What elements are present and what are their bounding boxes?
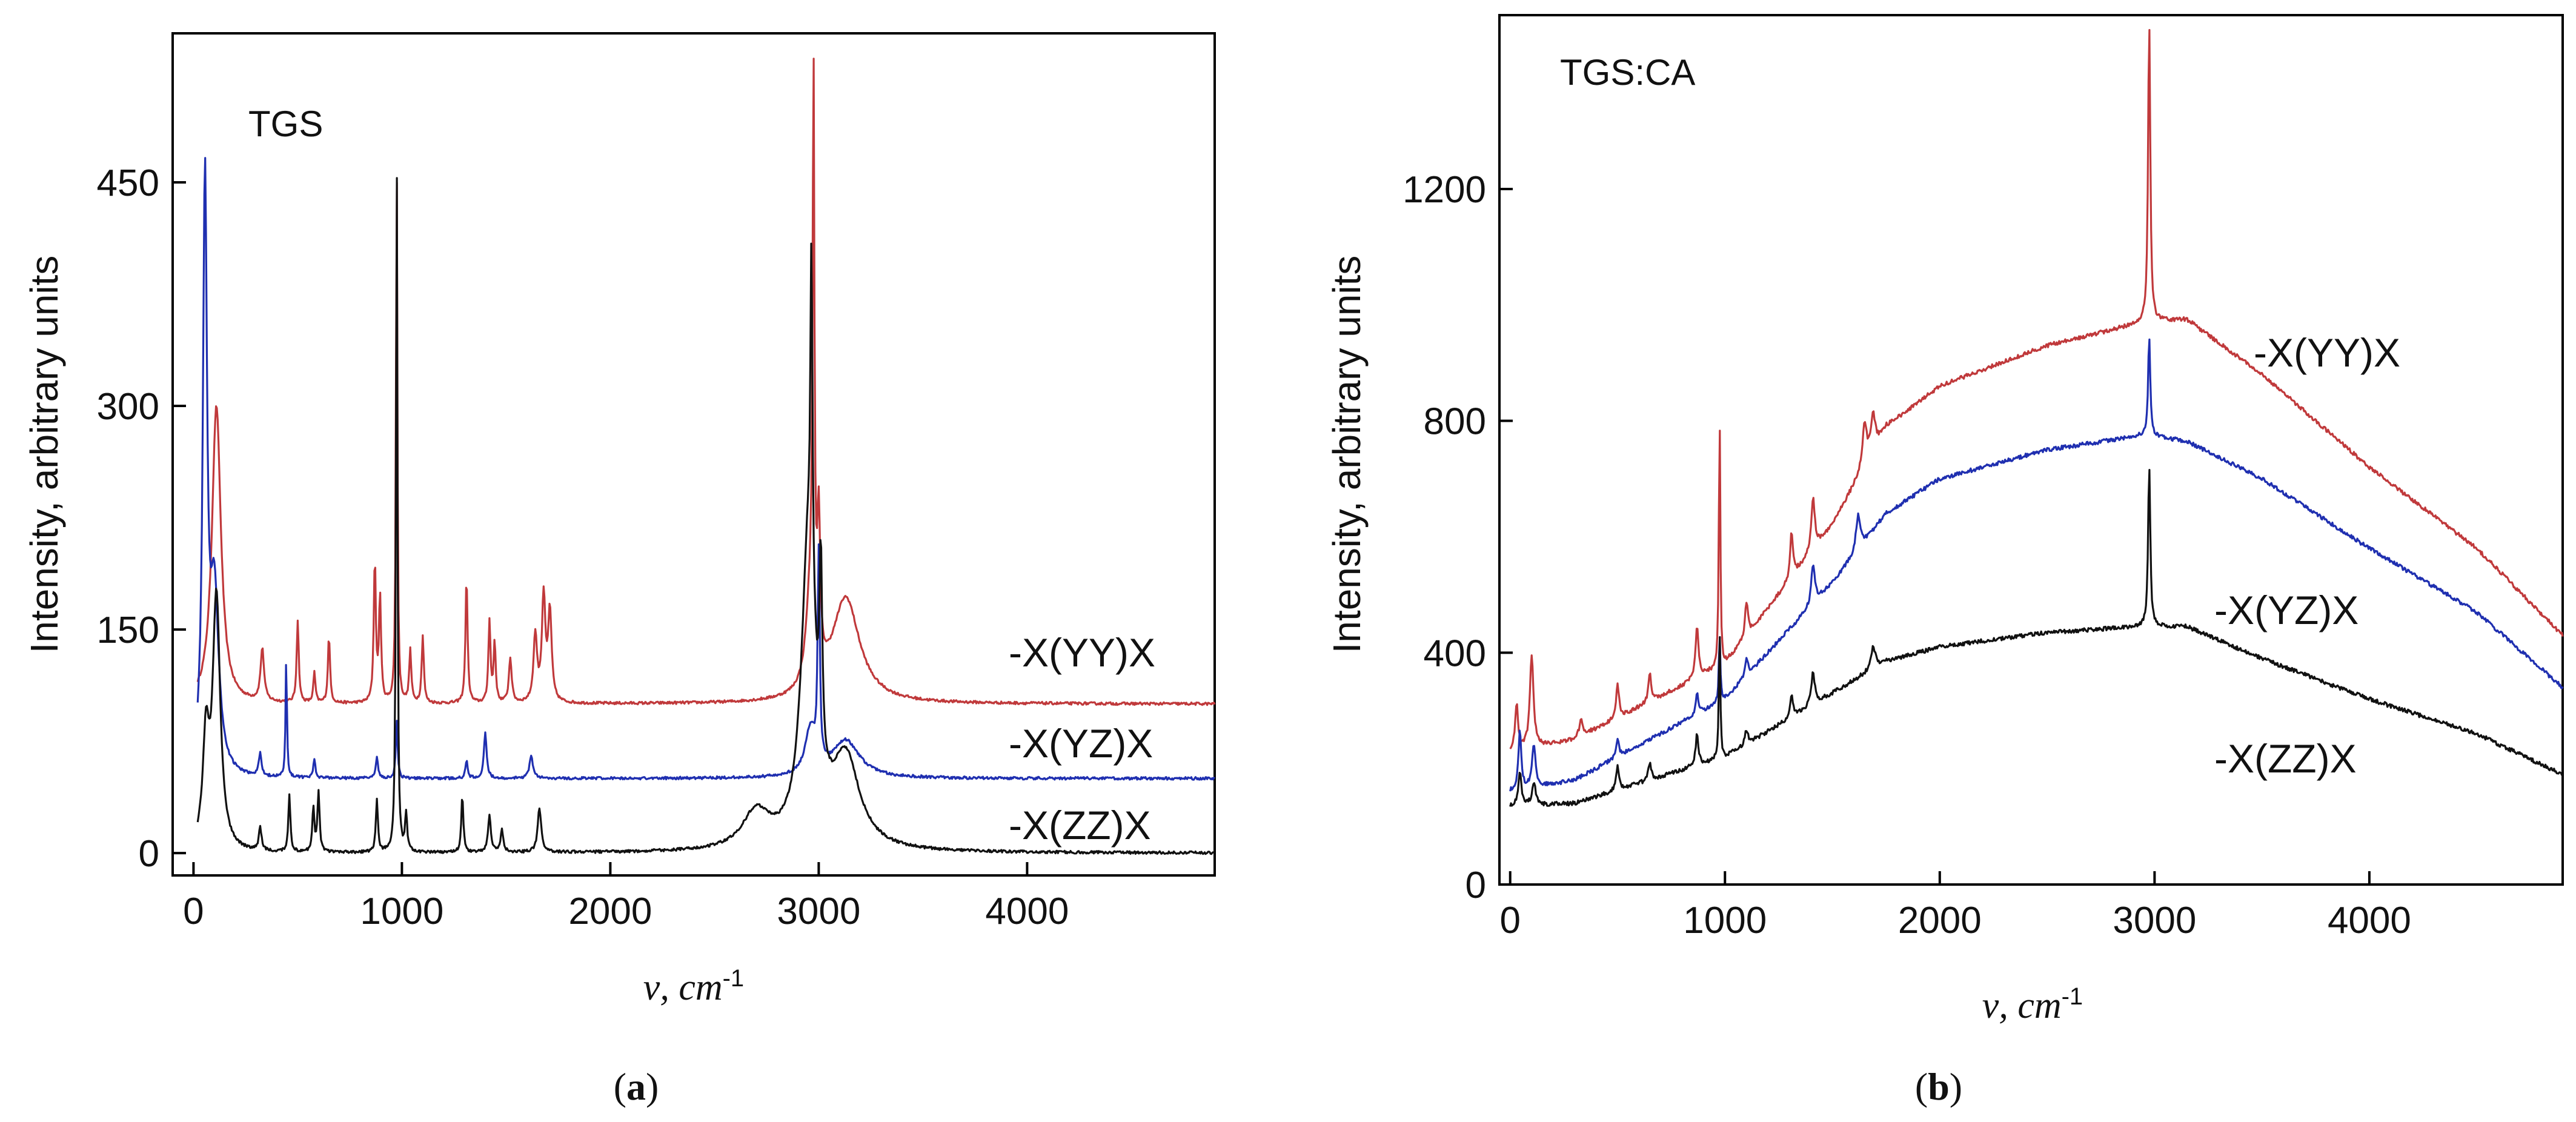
y-tick-label-b-1: 400 [1424,632,1486,674]
panel-label-b-letter: b [1928,1065,1950,1108]
chart-title-b: TGS:CA [1560,52,1695,93]
x-tick-label-a-0: 0 [183,891,204,932]
y-tick-label-a-0: 0 [139,833,159,875]
x-tick-label-b-3: 3000 [2113,900,2196,941]
x-tick-label-b-2: 2000 [1898,900,1982,941]
series-label-b-yz: -X(YZ)X [2214,588,2359,632]
y-tick-label-b-3: 1200 [1403,169,1486,211]
chart-panel-a: 0 1000 2000 3000 4000 0 150 300 450 TGS Intensit… [22,32,1216,1108]
series-line-b-xyzx [1509,338,2564,792]
y-axis-label-a: Intensity, arbitrary units [22,256,66,654]
series-label-b-zz: -X(ZZ)X [2214,736,2357,781]
panel-label-a: (a) [614,1065,659,1108]
panel-label-b: (b) [1915,1065,1962,1108]
series-line-b-xzzx [1509,468,2563,807]
x-tick-label-a-4: 4000 [985,891,1069,932]
x-axis-label-a: ν, cm-1 [643,965,744,1008]
x-tick-label-a-1: 1000 [360,891,443,932]
x-axis-label-a-text: ν, cm [643,967,723,1008]
series-line-b-xyyx [1509,28,2564,749]
x-axis-label-b-sup: -1 [2062,983,2083,1010]
chart-panel-b: 0 1000 2000 3000 4000 0 400 800 1200 TGS:CA Inte… [1325,14,2564,1108]
plot-frame-a [171,32,1216,877]
series-group-a [196,58,1216,855]
y-tick-label-a-2: 300 [97,386,159,428]
x-axis-label-b-text: ν, cm [1982,985,2062,1026]
y-axis-label-b: Intensity, arbitrary units [1325,256,1369,654]
x-axis-label-a-sup: -1 [723,965,745,992]
series-label-a-yz: -X(YZ)X [1009,721,1153,766]
x-tick-label-b-4: 4000 [2328,900,2411,941]
series-group-b [1509,28,2564,807]
y-tick-label-b-2: 800 [1424,401,1486,443]
y-tick-label-a-3: 450 [97,162,159,204]
chart-title-a: TGS [248,104,323,144]
y-tick-label-b-0: 0 [1466,865,1486,906]
plot-frame-b [1498,14,2564,886]
axis-ticks-a: 0 1000 2000 3000 4000 0 150 300 450 [97,162,1069,932]
series-label-b-yy: -X(YY)X [2254,330,2400,375]
axis-ticks-b: 0 1000 2000 3000 4000 0 400 800 1200 [1403,169,2411,941]
series-line-a-xyzx [196,157,1216,781]
x-axis-label-b: ν, cm-1 [1982,983,2083,1026]
series-label-a-zz: -X(ZZ)X [1009,803,1151,848]
series-line-a-xyyx [196,58,1216,706]
x-tick-label-b-1: 1000 [1683,900,1767,941]
panel-label-a-letter: a [626,1065,646,1108]
series-label-a-yy: -X(YY)X [1009,630,1155,675]
x-tick-label-a-2: 2000 [568,891,652,932]
x-tick-label-a-3: 3000 [777,891,860,932]
series-line-a-xzzx [196,177,1215,855]
x-tick-label-b-0: 0 [1499,900,1520,941]
y-tick-label-a-1: 150 [97,609,159,651]
